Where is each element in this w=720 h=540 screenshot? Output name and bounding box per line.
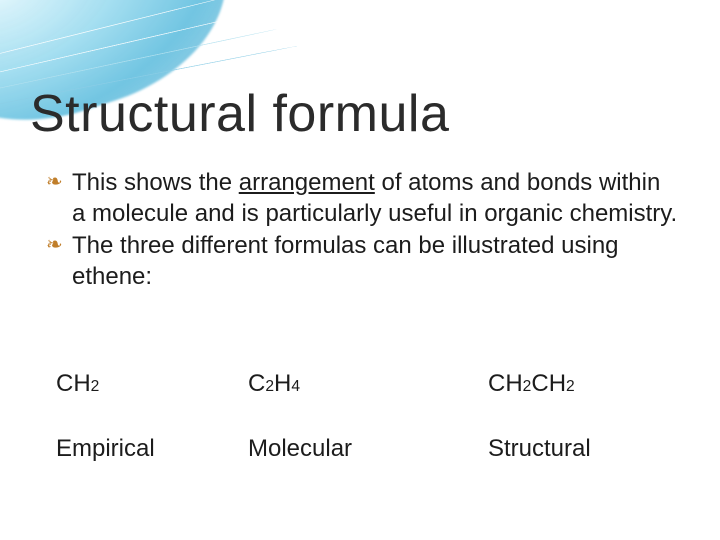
bullet-text: The three different formulas can be illu… — [72, 231, 680, 292]
body-text: ❧ This shows the arrangement of atoms an… — [46, 168, 680, 295]
label-empirical: Empirical — [56, 435, 248, 463]
formula-empirical: CH2 — [56, 370, 248, 398]
label-molecular: Molecular — [248, 435, 488, 463]
bullet-text: This shows the arrangement of atoms and … — [72, 168, 680, 229]
formula-row: CH2 C2H4 CH2CH2 — [56, 370, 680, 398]
formula-structural: CH2CH2 — [488, 370, 680, 398]
bullet-icon: ❧ — [46, 231, 72, 259]
slide-title: Structural formula — [30, 84, 449, 144]
bullet-item: ❧ This shows the arrangement of atoms an… — [46, 168, 680, 229]
bullet-item: ❧ The three different formulas can be il… — [46, 231, 680, 292]
formula-molecular: C2H4 — [248, 370, 488, 398]
label-row: Empirical Molecular Structural — [56, 435, 680, 463]
bullet-icon: ❧ — [46, 168, 72, 196]
label-structural: Structural — [488, 435, 680, 463]
